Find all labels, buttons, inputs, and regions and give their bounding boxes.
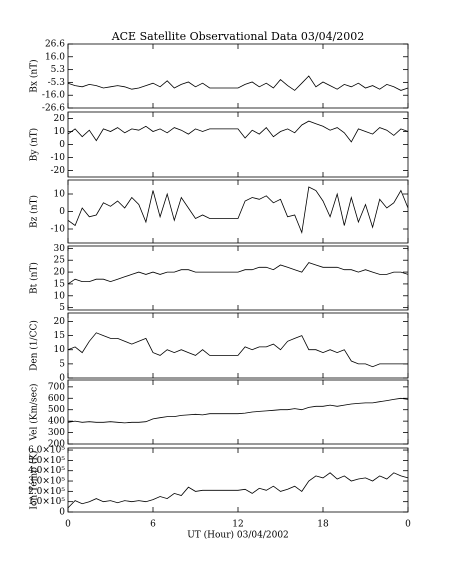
y-tick-label: 0 [59, 140, 65, 150]
y-axis-label: Vel (Km/sec) [29, 383, 40, 441]
data-line [67, 332, 408, 368]
y-axis-label: Ion Temp (K) [29, 450, 40, 509]
panel-frame [67, 179, 409, 244]
y-tick-label: -20 [51, 166, 66, 176]
y-tick-label: 20 [54, 114, 66, 124]
y-tick-label: 15 [54, 331, 66, 341]
y-tick-label: 0 [59, 508, 65, 518]
y-tick-label: 5.0×10⁵ [28, 456, 65, 466]
y-tick-label: 30 [54, 244, 66, 254]
y-tick-label: 25 [54, 256, 66, 266]
x-tick-label: 12 [232, 520, 243, 530]
data-line [67, 472, 409, 509]
data-line [67, 75, 409, 91]
y-tick-label: 5 [59, 359, 65, 369]
y-tick-label: 26.6 [45, 40, 65, 50]
panel-frame [67, 245, 409, 311]
y-tick-label: -10 [51, 153, 66, 163]
y-tick-label: 20 [54, 317, 66, 327]
y-axis-label: Bx (nT) [29, 59, 40, 92]
y-tick-label: 700 [48, 382, 65, 392]
y-tick-label: 16.0 [45, 52, 65, 62]
y-tick-label: 20 [54, 268, 66, 278]
y-tick-label: 2.0×10⁵ [28, 487, 65, 497]
y-tick-label: 10 [54, 190, 66, 200]
x-tick-label: 0 [405, 520, 411, 530]
y-tick-label: 300 [48, 428, 65, 438]
x-tick-label: 18 [317, 520, 329, 530]
panel-frame [67, 111, 409, 178]
y-tick-label: 1.0×10⁵ [28, 497, 65, 507]
y-tick-label: 500 [48, 405, 65, 415]
y-tick-label: -16.0 [42, 91, 65, 101]
y-tick-label: 10 [54, 345, 66, 355]
y-tick-label: 5.3 [51, 65, 66, 75]
y-tick-label: 5 [59, 303, 65, 313]
y-tick-label: 400 [48, 417, 65, 427]
y-axis-label: Bz (nT) [29, 195, 40, 228]
y-axis-label: Den (1/CC) [29, 320, 40, 371]
y-axis-label: Bt (nT) [29, 262, 40, 294]
y-tick-label: -26.6 [42, 104, 65, 114]
y-tick-label: 600 [48, 394, 65, 404]
panel-frame [67, 312, 409, 379]
y-tick-label: 200 [48, 440, 65, 450]
y-tick-label: -5.3 [48, 78, 66, 88]
y-tick-label: 3.0×10⁵ [28, 477, 65, 487]
y-tick-label: 0 [59, 374, 65, 384]
y-tick-label: 10 [54, 291, 66, 301]
chart-title: ACE Satellite Observational Data 03/04/2… [111, 30, 365, 43]
y-tick-label: 15 [54, 279, 66, 289]
data-line [67, 397, 409, 424]
y-axis-label: By (nT) [29, 128, 40, 161]
y-tick-label: -10 [51, 225, 66, 235]
data-line [67, 120, 409, 143]
x-tick-label: 6 [150, 520, 156, 530]
data-line [67, 186, 409, 234]
y-tick-label: 0 [59, 207, 65, 217]
data-line [67, 262, 409, 285]
y-tick-label: 4.0×10⁵ [28, 466, 65, 476]
panel-frame [67, 379, 409, 445]
panel-frame [67, 43, 409, 109]
x-axis-label: UT (Hour) 03/04/2002 [187, 530, 289, 541]
y-tick-label: 10 [54, 127, 66, 137]
y-tick-label: 6.0×10⁵ [28, 446, 65, 456]
x-tick-label: 0 [65, 520, 71, 530]
